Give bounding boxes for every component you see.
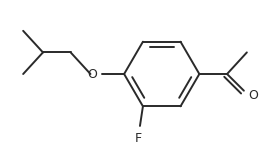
Text: O: O — [248, 89, 258, 102]
Text: O: O — [88, 69, 97, 82]
Text: F: F — [134, 132, 141, 145]
